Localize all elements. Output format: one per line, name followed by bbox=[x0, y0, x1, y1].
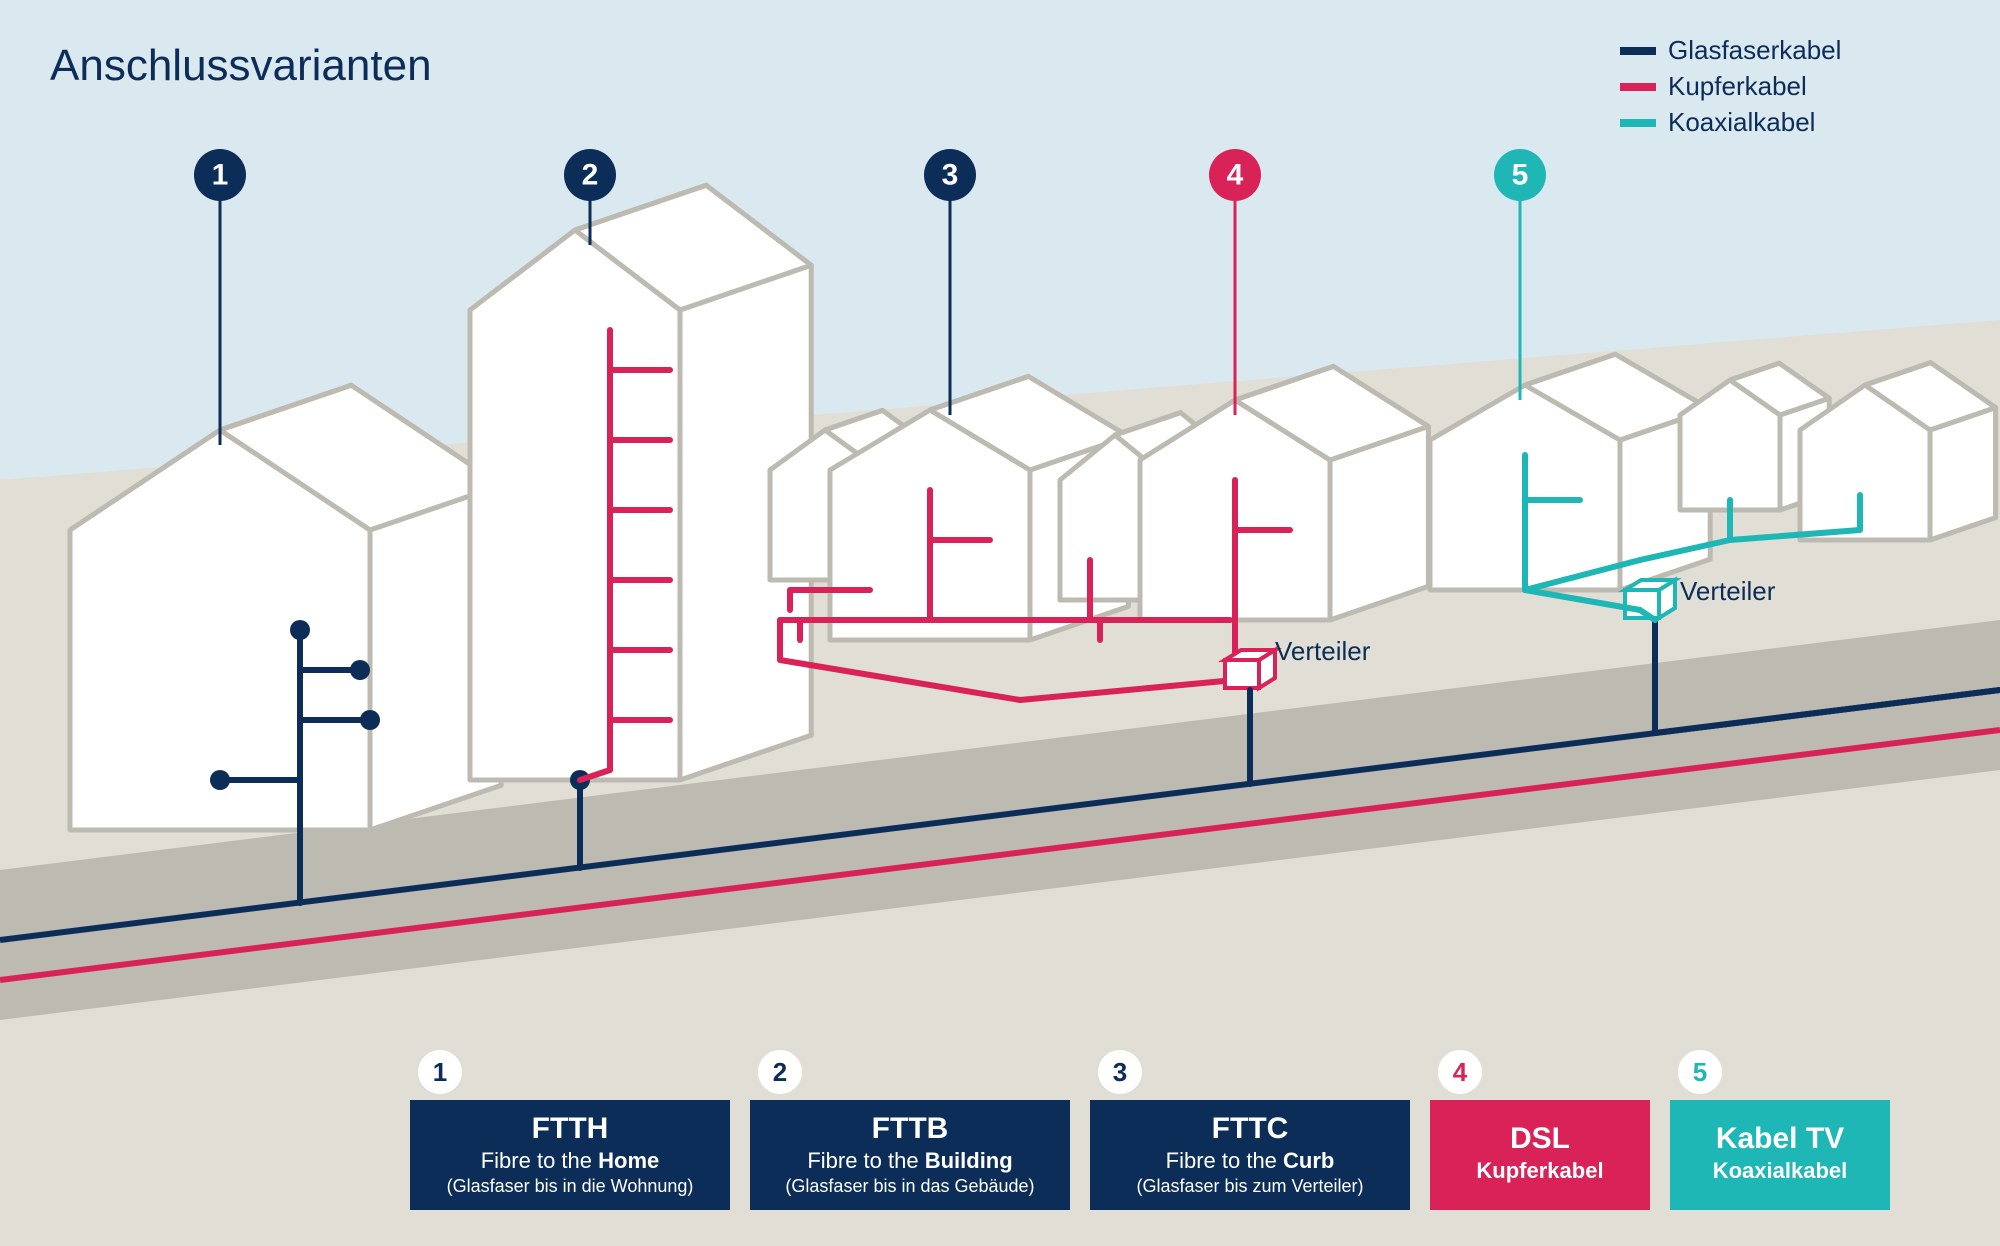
legend-label: Koaxialkabel bbox=[1668, 107, 1815, 137]
legend-label: Glasfaserkabel bbox=[1668, 35, 1841, 65]
legend-swatch bbox=[1620, 83, 1656, 91]
card-desc: Fibre to the Curb bbox=[1166, 1148, 1335, 1173]
marker-number: 2 bbox=[582, 159, 599, 192]
card-paren: (Glasfaser bis zum Verteiler) bbox=[1136, 1176, 1363, 1196]
marker-number: 5 bbox=[1512, 159, 1529, 192]
card-desc: Fibre to the Home bbox=[481, 1148, 660, 1173]
card-abbr: FTTH bbox=[532, 1112, 609, 1145]
card-badge-num: 1 bbox=[433, 1057, 447, 1087]
card-abbr: FTTB bbox=[872, 1112, 949, 1145]
card-badge-num: 4 bbox=[1453, 1057, 1468, 1087]
house-2 bbox=[470, 185, 811, 780]
card-desc: Fibre to the Building bbox=[807, 1148, 1012, 1173]
card-badge-num: 5 bbox=[1693, 1057, 1707, 1087]
legend-label: Kupferkabel bbox=[1668, 71, 1807, 101]
verteiler-label: Verteiler bbox=[1275, 636, 1371, 666]
card-abbr: DSL bbox=[1510, 1122, 1570, 1155]
card-badge-num: 3 bbox=[1113, 1057, 1127, 1087]
legend-swatch bbox=[1620, 119, 1656, 127]
card-bg bbox=[1670, 1100, 1890, 1210]
page-title: Anschlussvarianten bbox=[50, 41, 432, 90]
marker-number: 3 bbox=[942, 159, 959, 192]
card-abbr: Kabel TV bbox=[1716, 1122, 1844, 1155]
verteiler-box bbox=[1225, 650, 1275, 688]
marker-number: 4 bbox=[1227, 159, 1244, 192]
diagram-root: Verteiler Verteiler 1 2 3 4 5 Anschlussvariante… bbox=[0, 0, 2000, 1246]
card-abbr: FTTC bbox=[1212, 1112, 1289, 1145]
card-badge-num: 2 bbox=[773, 1057, 787, 1087]
card-desc: Koaxialkabel bbox=[1713, 1158, 1848, 1183]
card-desc: Kupferkabel bbox=[1476, 1158, 1603, 1183]
card-paren: (Glasfaser bis in das Gebäude) bbox=[785, 1176, 1034, 1196]
verteiler-label: Verteiler bbox=[1680, 576, 1776, 606]
marker-number: 1 bbox=[212, 159, 229, 192]
card-paren: (Glasfaser bis in die Wohnung) bbox=[447, 1176, 694, 1196]
card-bg bbox=[1430, 1100, 1650, 1210]
legend-swatch bbox=[1620, 47, 1656, 55]
verteiler-box bbox=[1625, 580, 1675, 618]
